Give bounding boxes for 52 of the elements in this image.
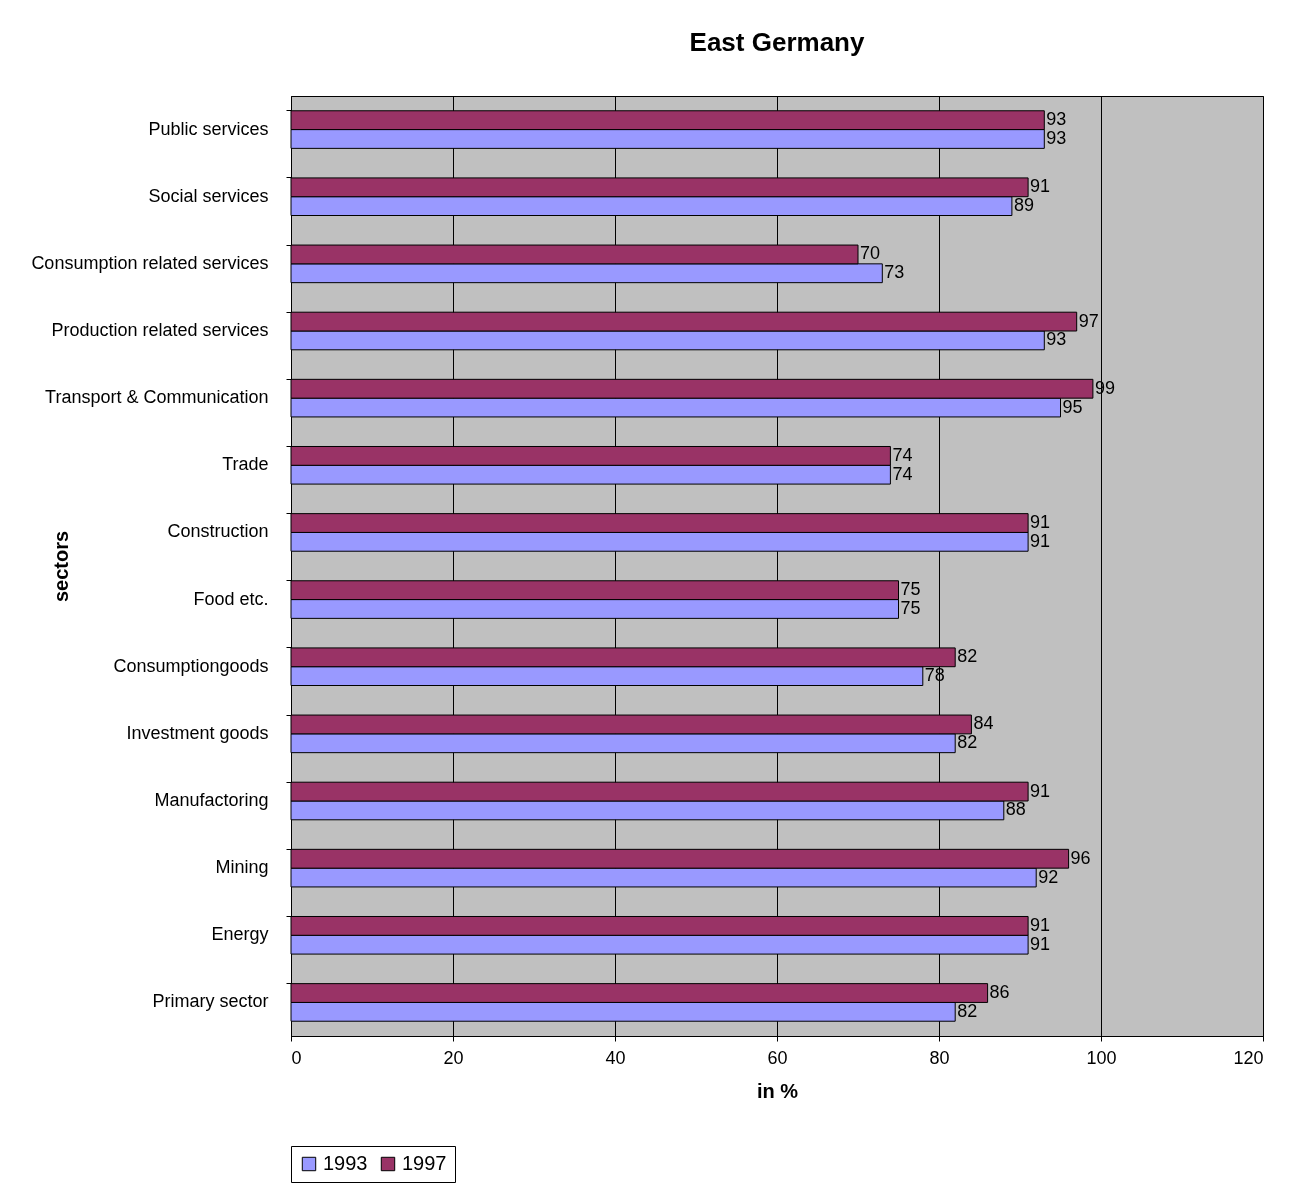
- data-label: 91: [1030, 780, 1051, 801]
- x-tick-label: 80: [929, 1047, 950, 1068]
- data-label: 95: [1062, 396, 1083, 417]
- chart-title: East Germany: [689, 27, 865, 57]
- data-label: 93: [1046, 109, 1067, 130]
- data-label: 96: [1070, 847, 1091, 868]
- data-label: 84: [973, 713, 994, 734]
- data-label: 92: [1038, 866, 1059, 887]
- y-tick-label: Primary sector: [152, 991, 269, 1012]
- data-label: 82: [957, 1000, 978, 1021]
- y-tick-label: Consumption related services: [31, 252, 269, 273]
- legend-label: 1997: [402, 1152, 447, 1174]
- y-tick-label: Manufactoring: [154, 790, 269, 810]
- y-tick-label: Public services: [148, 118, 269, 139]
- data-label: 93: [1046, 329, 1067, 350]
- x-tick-label: 0: [291, 1047, 302, 1068]
- data-label: 97: [1078, 310, 1099, 331]
- data-label: 91: [1030, 176, 1051, 197]
- data-label: 82: [957, 646, 978, 667]
- y-tick-label: Social services: [148, 185, 269, 206]
- x-tick-label: 120: [1233, 1047, 1264, 1068]
- data-label: 89: [1013, 195, 1034, 216]
- y-tick-label: Production related services: [51, 320, 269, 340]
- y-tick-label: Food etc.: [193, 588, 269, 609]
- data-label: 82: [957, 732, 978, 753]
- data-label: 74: [892, 463, 913, 484]
- data-label: 74: [892, 444, 913, 465]
- x-tick-label: 20: [443, 1047, 464, 1068]
- y-tick-label: Mining: [215, 857, 269, 878]
- x-tick-label: 60: [767, 1047, 788, 1068]
- data-label: 75: [900, 597, 921, 618]
- y-tick-label: Construction: [167, 521, 269, 542]
- x-tick-label: 100: [1086, 1047, 1117, 1068]
- data-label: 88: [1005, 799, 1026, 820]
- data-label: 91: [1030, 933, 1051, 954]
- y-tick-label: Consumptiongoods: [113, 655, 269, 676]
- data-label: 91: [1030, 530, 1051, 551]
- y-tick-label: Transport & Communication: [45, 387, 269, 408]
- data-label: 75: [900, 579, 921, 600]
- y-tick-label: Investment goods: [126, 722, 269, 743]
- data-label: 86: [989, 982, 1010, 1003]
- legend-label: 1993: [323, 1152, 368, 1174]
- data-label: 93: [1046, 127, 1067, 148]
- data-label: 91: [1030, 512, 1051, 533]
- y-tick-label: Energy: [211, 924, 269, 945]
- data-label: 70: [860, 243, 881, 264]
- x-axis-title: in %: [756, 1079, 799, 1102]
- y-axis-title: sectors: [49, 530, 72, 603]
- data-label: 73: [884, 262, 905, 283]
- x-tick-label: 40: [605, 1047, 626, 1068]
- data-label: 91: [1030, 914, 1051, 935]
- y-tick-label: Trade: [222, 454, 269, 475]
